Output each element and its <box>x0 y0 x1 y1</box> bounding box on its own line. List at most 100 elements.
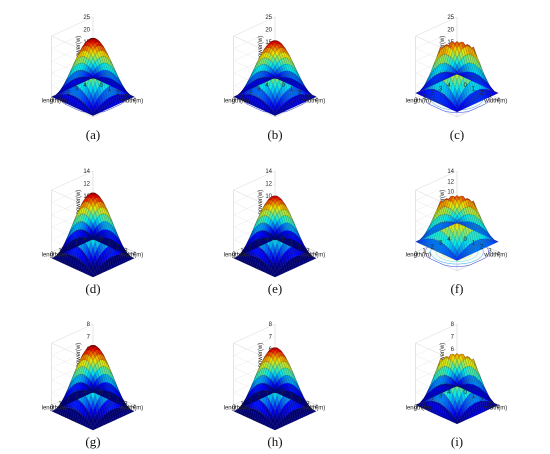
subplot-panel: 468101214power(w)4321001234length(m)widt… <box>190 160 360 300</box>
gridline <box>51 323 94 363</box>
x-tick-label: 0 <box>414 405 418 411</box>
z-axis-label: power(w) <box>76 190 82 215</box>
x-tick-label: 1 <box>58 401 62 407</box>
z-tick-label: 8 <box>451 322 455 328</box>
y-tick-label: 1 <box>108 394 112 400</box>
subplot-panel: 2468101214power(w)4321001234length(m)wid… <box>372 160 542 300</box>
x-tick-label: 3 <box>439 87 443 93</box>
y-axis-label: width(m) <box>301 99 325 105</box>
x-axis-label: length(m) <box>406 99 431 105</box>
surface-mesh <box>415 353 499 425</box>
surface-mesh <box>51 345 135 431</box>
x-tick-label: 4 <box>83 390 87 396</box>
x-tick-label: 3 <box>439 394 443 400</box>
y-axis-label: width(m) <box>119 406 143 412</box>
x-tick-label: 4 <box>447 237 451 243</box>
panel-caption: (e) <box>267 281 283 296</box>
gridline <box>51 170 94 210</box>
y-tick-label: 1 <box>290 394 294 400</box>
x-tick-label: 3 <box>75 87 79 93</box>
x-tick-label: 1 <box>422 94 426 100</box>
y-tick-label: 3 <box>306 248 310 254</box>
surface-plot: 0510152025power(w)4321001234length(m)wid… <box>42 15 143 118</box>
subplot-panel: 345678power(w)4321001234length(m)width(m… <box>372 313 542 453</box>
panel-caption: (d) <box>85 281 101 296</box>
surface-mesh <box>51 192 135 278</box>
y-tick-label: 1 <box>472 241 476 247</box>
x-tick-label: 1 <box>240 401 244 407</box>
y-tick-label: 3 <box>124 248 128 254</box>
y-tick-label: 1 <box>108 87 112 93</box>
surface-patch <box>454 73 460 76</box>
y-tick-label: 3 <box>488 401 492 407</box>
x-tick-label: 4 <box>447 390 451 396</box>
x-axis-label: length(m) <box>406 406 431 412</box>
z-axis-label: power(w) <box>440 343 446 368</box>
x-tick-label: 0 <box>414 252 418 258</box>
z-tick-label: 25 <box>447 15 454 21</box>
x-tick-label: 0 <box>50 405 54 411</box>
y-tick-label: 0 <box>463 390 467 396</box>
z-tick-label: 12 <box>447 179 454 185</box>
x-axis-label: length(m) <box>42 99 67 105</box>
subplot-panel: 0510152025power(w)4321001234length(m)wid… <box>372 6 542 146</box>
y-tick-label: 2 <box>116 91 120 97</box>
x-tick-label: 0 <box>50 252 54 258</box>
surface-mesh <box>415 195 499 261</box>
y-tick-label: 3 <box>124 94 128 100</box>
x-tick-label: 1 <box>58 248 62 254</box>
surface-plot: 0510152025power(w)4321001234length(m)wid… <box>224 15 326 118</box>
z-axis-label: power(w) <box>258 190 264 215</box>
x-axis-label: length(m) <box>224 253 249 259</box>
surface-plot: 468101214power(w)4321001234length(m)widt… <box>224 169 325 278</box>
y-tick-label: 1 <box>472 394 476 400</box>
y-tick-label: 4 <box>315 405 319 411</box>
surface-patch <box>272 392 278 394</box>
panel-caption: (b) <box>267 127 283 142</box>
x-tick-label: 4 <box>265 390 269 396</box>
y-tick-label: 1 <box>472 87 476 93</box>
y-tick-label: 2 <box>298 398 302 404</box>
z-axis-label: power(w) <box>76 36 82 61</box>
gridline <box>233 323 276 363</box>
surface-patch <box>90 239 96 241</box>
x-tick-label: 3 <box>439 241 443 247</box>
surface-patch <box>90 392 96 394</box>
x-tick-label: 3 <box>257 394 261 400</box>
y-tick-label: 0 <box>281 390 285 396</box>
x-tick-label: 0 <box>232 405 236 411</box>
x-tick-label: 0 <box>232 98 236 104</box>
surface-mesh <box>233 195 317 278</box>
x-tick-label: 0 <box>414 98 418 104</box>
surface-plot: 2468101214power(w)4321001234length(m)wid… <box>406 169 507 272</box>
y-tick-label: 0 <box>99 390 103 396</box>
x-axis-label: length(m) <box>42 253 67 259</box>
surface-mesh <box>51 37 135 116</box>
z-tick-label: 8 <box>87 322 91 328</box>
y-tick-label: 0 <box>99 237 103 243</box>
x-tick-label: 4 <box>265 237 269 243</box>
y-axis-label: width(m) <box>483 253 507 259</box>
surface-plot: 345678power(w)4321001234length(m)width(m… <box>224 322 326 431</box>
y-tick-label: 2 <box>116 398 120 404</box>
y-axis-label: width(m) <box>119 253 143 259</box>
z-tick-label: 12 <box>265 181 272 187</box>
y-tick-label: 4 <box>315 252 319 258</box>
x-tick-label: 2 <box>67 245 71 251</box>
gridline <box>233 16 276 56</box>
y-tick-label: 2 <box>480 245 484 251</box>
surface-patch <box>90 77 96 79</box>
x-tick-label: 1 <box>58 94 62 100</box>
y-tick-label: 2 <box>480 398 484 404</box>
x-tick-label: 2 <box>431 245 435 251</box>
y-axis-label: width(m) <box>301 406 325 412</box>
x-tick-label: 2 <box>249 398 253 404</box>
panel-caption: (c) <box>449 127 465 142</box>
y-tick-label: 4 <box>133 252 137 258</box>
x-tick-label: 3 <box>257 241 261 247</box>
